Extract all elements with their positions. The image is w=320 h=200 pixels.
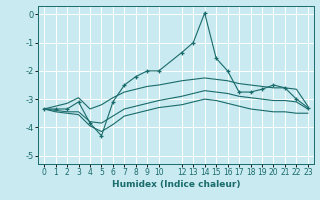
X-axis label: Humidex (Indice chaleur): Humidex (Indice chaleur) (112, 180, 240, 189)
